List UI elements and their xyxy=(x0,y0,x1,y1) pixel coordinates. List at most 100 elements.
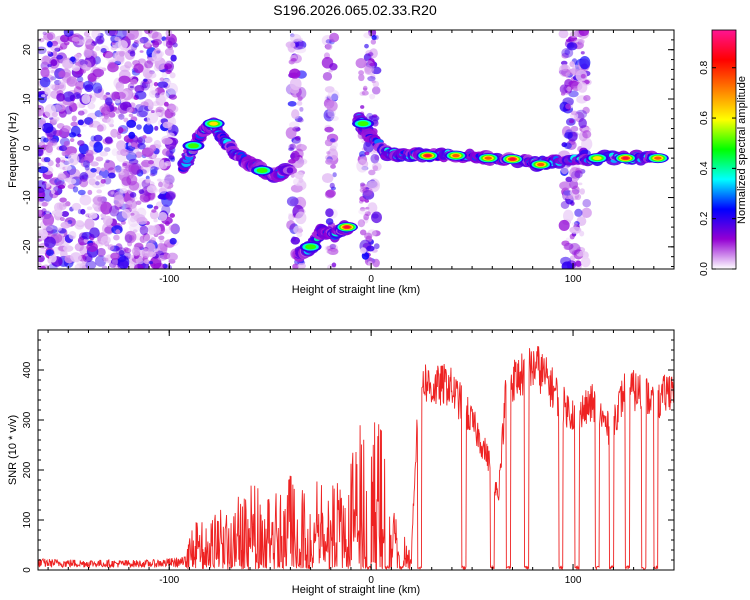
noise-speckle xyxy=(111,148,119,156)
noise-speckle xyxy=(162,121,172,129)
noise-speckle xyxy=(569,255,576,261)
noise-speckle xyxy=(41,208,47,214)
noise-speckle xyxy=(72,65,81,72)
noise-speckle xyxy=(44,236,56,249)
noise-speckle xyxy=(133,63,144,74)
noise-speckle xyxy=(83,160,91,168)
noise-speckle xyxy=(370,153,380,164)
noise-speckle xyxy=(158,187,167,194)
noise-speckle xyxy=(152,40,160,48)
noise-speckle xyxy=(100,106,111,116)
noise-speckle xyxy=(287,101,297,107)
noise-speckle xyxy=(369,48,378,59)
noise-speckle xyxy=(77,119,84,126)
noise-speckle xyxy=(77,209,83,215)
noise-speckle xyxy=(134,90,147,100)
noise-speckle xyxy=(44,87,51,95)
snr-axes: -100 0 100 0 100 200 300 400 xyxy=(22,329,675,586)
noise-speckle xyxy=(126,174,138,186)
noise-speckle xyxy=(139,50,144,53)
noise-speckle xyxy=(153,205,159,210)
noise-speckle xyxy=(144,42,151,48)
noise-speckle xyxy=(60,249,68,259)
noise-speckle xyxy=(68,168,81,180)
noise-speckle xyxy=(158,235,165,241)
noise-speckle xyxy=(89,227,100,239)
noise-speckle xyxy=(571,185,580,195)
noise-speckle xyxy=(142,135,147,139)
noise-speckle xyxy=(164,63,173,70)
noise-speckle xyxy=(330,164,336,169)
noise-speckle xyxy=(151,101,160,107)
noise-speckle xyxy=(104,226,114,234)
noise-speckle xyxy=(90,41,97,47)
noise-speckle xyxy=(161,36,167,42)
noise-speckle xyxy=(67,219,73,225)
noise-speckle xyxy=(115,165,122,173)
noise-speckle xyxy=(142,78,153,85)
noise-speckle xyxy=(366,180,379,189)
noise-speckle xyxy=(140,101,149,108)
noise-speckle xyxy=(149,173,156,177)
noise-speckle xyxy=(371,34,377,41)
noise-speckle xyxy=(580,51,585,55)
noise-speckle xyxy=(67,152,80,166)
noise-speckle xyxy=(571,222,578,227)
noise-speckle xyxy=(289,33,302,43)
noise-speckle xyxy=(144,71,157,79)
colorbar-label: Normalized spectral amplitude xyxy=(736,76,748,224)
x-tick-label: 0 xyxy=(368,575,374,586)
noise-speckle xyxy=(576,250,585,257)
noise-speckle xyxy=(558,64,571,77)
noise-speckle xyxy=(167,252,178,261)
noise-speckle xyxy=(43,157,51,163)
noise-speckle xyxy=(563,190,572,196)
colorbar-tick-label: 0.0 xyxy=(699,262,710,276)
noise-speckle xyxy=(372,114,378,118)
noise-speckle xyxy=(46,249,54,256)
noise-speckle xyxy=(42,55,50,63)
noise-speckle xyxy=(126,106,133,113)
noise-speckle xyxy=(115,81,125,92)
noise-speckle xyxy=(151,154,156,159)
noise-speckle xyxy=(168,155,176,161)
noise-speckle xyxy=(46,41,53,48)
noise-speckle xyxy=(564,49,570,56)
noise-speckle xyxy=(38,166,49,174)
noise-speckle xyxy=(153,248,159,252)
noise-speckle xyxy=(103,160,116,171)
noise-speckle xyxy=(135,256,145,265)
noise-speckle xyxy=(560,200,570,209)
noise-speckle xyxy=(133,264,144,269)
noise-speckle xyxy=(154,125,159,131)
noise-speckle xyxy=(145,179,150,184)
noise-speckle xyxy=(81,93,91,105)
noise-speckle xyxy=(113,194,125,208)
noise-speckle xyxy=(118,113,125,120)
noise-speckle xyxy=(106,117,114,126)
y-tick-label: 400 xyxy=(22,361,33,378)
noise-speckle xyxy=(58,70,66,78)
noise-speckle xyxy=(288,213,295,222)
noise-speckle xyxy=(92,196,103,204)
noise-speckle xyxy=(108,30,118,37)
noise-speckle xyxy=(164,108,174,119)
noise-speckle xyxy=(57,184,66,190)
noise-speckle xyxy=(582,130,592,139)
noise-speckle xyxy=(359,247,367,254)
noise-speckle xyxy=(366,112,374,121)
noise-speckle xyxy=(136,38,144,45)
noise-speckle xyxy=(569,31,579,39)
noise-speckle xyxy=(365,206,370,210)
y-tick-label: 0 xyxy=(22,567,33,573)
noise-speckle xyxy=(45,145,53,153)
noise-speckle xyxy=(130,206,138,213)
noise-speckle xyxy=(361,251,370,260)
noise-speckle xyxy=(291,109,300,120)
noise-speckle xyxy=(129,50,136,57)
noise-speckle xyxy=(129,223,141,232)
noise-speckle xyxy=(38,105,45,117)
noise-speckle xyxy=(107,172,116,179)
noise-speckle xyxy=(569,233,575,240)
noise-speckle xyxy=(61,59,73,69)
